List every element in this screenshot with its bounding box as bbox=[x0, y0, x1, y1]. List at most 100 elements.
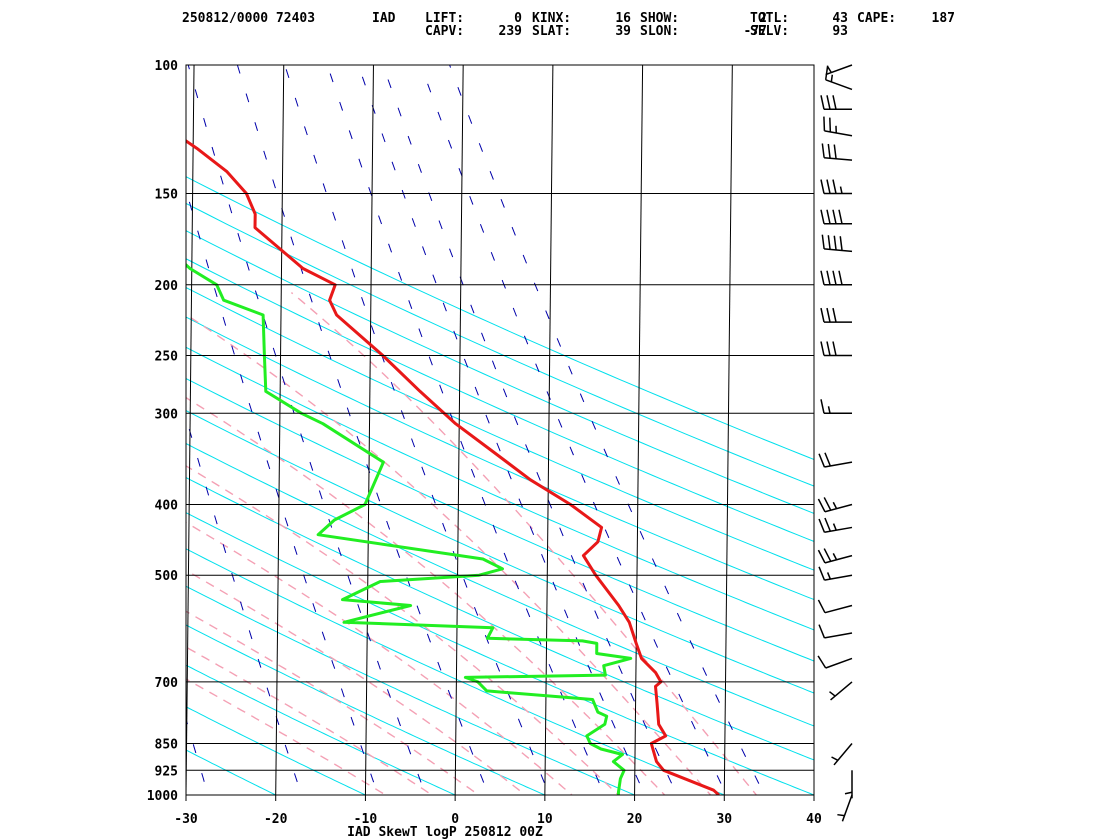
barb-full bbox=[838, 270, 843, 285]
y-tick-label: 100 bbox=[155, 59, 179, 74]
barb-staff bbox=[824, 248, 853, 253]
header-show-label: SHOW: bbox=[640, 11, 679, 26]
wind-barb bbox=[821, 143, 853, 161]
barb-full bbox=[820, 341, 825, 356]
barb-half bbox=[839, 186, 843, 194]
barb-half bbox=[837, 813, 845, 817]
mixing-ratio-line bbox=[187, 65, 427, 795]
barb-full bbox=[832, 179, 837, 194]
wind-barb bbox=[820, 399, 852, 415]
barb-half bbox=[826, 66, 832, 73]
barb-half bbox=[830, 74, 834, 82]
header-kinx-label: KINX: bbox=[532, 11, 571, 26]
dry-adiabat bbox=[186, 664, 457, 795]
barb-staff bbox=[824, 526, 853, 534]
y-tick-label: 1000 bbox=[147, 789, 178, 804]
barb-staff bbox=[824, 130, 853, 137]
dry-adiabat bbox=[186, 477, 814, 761]
wind-barb bbox=[820, 95, 852, 111]
barb-full bbox=[820, 95, 825, 110]
moist-adiabat bbox=[186, 521, 573, 795]
x-tick-label: 40 bbox=[806, 812, 822, 827]
barb-staff bbox=[825, 79, 853, 91]
barb-full bbox=[821, 143, 825, 158]
isotherm bbox=[96, 49, 104, 811]
x-tick-label: 30 bbox=[716, 812, 732, 827]
moist-adiabat bbox=[186, 396, 666, 795]
barb-full bbox=[832, 209, 837, 224]
barb-full bbox=[829, 117, 832, 132]
barb-full bbox=[826, 209, 831, 224]
wind-barb bbox=[818, 566, 853, 581]
header-slat-label: SLAT: bbox=[532, 24, 571, 39]
barb-full bbox=[820, 399, 825, 414]
barb-full bbox=[827, 143, 831, 159]
header-slon-value: -77 bbox=[744, 24, 767, 39]
barb-full bbox=[818, 453, 826, 468]
y-tick-label: 200 bbox=[155, 279, 179, 294]
barb-full bbox=[832, 95, 837, 110]
barb-full bbox=[824, 517, 832, 532]
isotherm bbox=[364, 65, 374, 795]
wind-barb bbox=[823, 116, 853, 137]
barb-full bbox=[820, 307, 825, 323]
y-tick-label: 250 bbox=[155, 349, 179, 364]
barb-full bbox=[818, 566, 826, 581]
y-tick-label: 850 bbox=[155, 737, 179, 752]
barb-half bbox=[832, 553, 838, 561]
y-tick-label: 400 bbox=[155, 499, 179, 514]
header-cape-label: CAPE: bbox=[857, 11, 896, 26]
barb-full bbox=[838, 209, 843, 224]
dry-adiabat bbox=[186, 316, 814, 601]
barb-full bbox=[823, 116, 826, 131]
barb-half bbox=[832, 501, 838, 509]
header-date-station: 250812/0000 72403 bbox=[182, 11, 315, 26]
moist-adiabat bbox=[186, 569, 527, 795]
barb-full bbox=[824, 65, 829, 80]
barb-full bbox=[839, 236, 843, 251]
wind-barb bbox=[844, 770, 853, 799]
header-show-value: 2 bbox=[759, 11, 767, 26]
moist-adiabat bbox=[186, 646, 434, 795]
dry-adiabat bbox=[186, 624, 547, 795]
y-tick-label: 700 bbox=[155, 676, 179, 691]
x-tick-label: 0 bbox=[451, 812, 459, 827]
barb-full bbox=[824, 452, 832, 467]
wind-barb bbox=[820, 179, 852, 195]
dry-adiabat bbox=[186, 377, 814, 662]
barb-full bbox=[827, 235, 831, 250]
dry-adiabat bbox=[186, 706, 367, 795]
wind-barb bbox=[817, 655, 853, 669]
barb-full bbox=[826, 270, 831, 285]
header-lift-label: LIFT: bbox=[425, 11, 464, 26]
barb-full bbox=[820, 270, 825, 285]
barb-full bbox=[818, 518, 826, 533]
barb-staff bbox=[824, 461, 853, 468]
wind-barb bbox=[817, 548, 853, 564]
chart-title: IAD SkewT logP 250812 00Z bbox=[347, 825, 543, 840]
dry-adiabat bbox=[186, 176, 814, 461]
isotherm bbox=[275, 65, 285, 795]
x-tick-label: -20 bbox=[264, 812, 288, 827]
barb-full bbox=[817, 655, 827, 669]
wind-barb bbox=[817, 497, 853, 513]
y-tick-label: 300 bbox=[155, 407, 179, 422]
mixing-ratio-line bbox=[420, 65, 728, 795]
dry-adiabat bbox=[186, 286, 814, 571]
barb-staff bbox=[825, 657, 853, 669]
isotherm bbox=[186, 65, 195, 795]
barb-full bbox=[826, 179, 831, 194]
barb-full bbox=[820, 209, 825, 224]
barb-staff bbox=[824, 574, 853, 581]
barb-full bbox=[821, 234, 825, 250]
wind-barb bbox=[818, 624, 853, 639]
barb-half bbox=[832, 523, 837, 531]
isotherm bbox=[6, 49, 14, 811]
isotherm bbox=[544, 65, 554, 795]
barb-half bbox=[844, 791, 853, 795]
barb-full bbox=[818, 624, 826, 639]
barb-staff bbox=[824, 632, 853, 639]
barb-full bbox=[817, 498, 826, 513]
wind-barb bbox=[825, 64, 853, 76]
